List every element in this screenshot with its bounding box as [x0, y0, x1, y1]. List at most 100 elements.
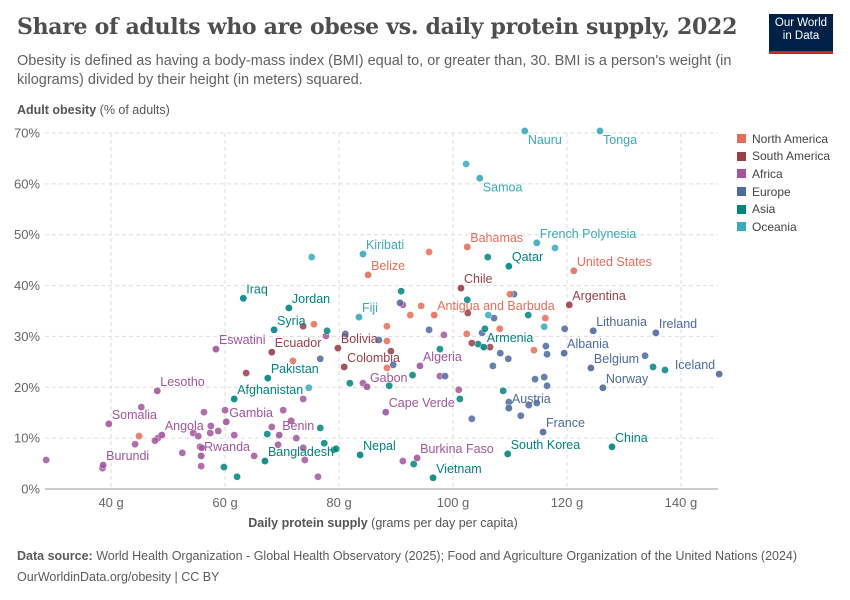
data-point-eswatini[interactable] [212, 345, 220, 353]
data-label: Vietnam [436, 462, 482, 476]
data-point [250, 452, 258, 460]
data-point [214, 427, 223, 435]
owid-logo[interactable]: Our World in Data [769, 14, 833, 54]
data-point [464, 309, 472, 317]
data-point [524, 311, 533, 319]
data-point-cape-verde[interactable] [381, 408, 390, 417]
data-point [551, 244, 559, 252]
data-point-jordan[interactable] [285, 304, 293, 312]
data-label: Bahamas [470, 231, 523, 245]
legend-item-europe[interactable]: Europe [737, 183, 830, 201]
data-point-somalia[interactable] [105, 420, 113, 428]
data-point [385, 381, 393, 390]
data-label: Burundi [106, 449, 149, 463]
data-point-fiji[interactable] [355, 313, 363, 321]
data-point [417, 302, 425, 310]
data-point-colombia[interactable] [340, 363, 348, 371]
data-point [299, 444, 307, 452]
data-point-afghanistan[interactable] [230, 395, 238, 403]
data-point [131, 440, 139, 449]
data-point [307, 253, 316, 261]
data-point-bolivia[interactable] [334, 344, 342, 352]
data-point [504, 355, 513, 363]
data-point-lesotho[interactable] [153, 387, 162, 395]
footer-link[interactable]: OurWorldinData.org/obesity | CC BY [17, 570, 220, 584]
data-point [543, 350, 551, 359]
data-label: Nauru [528, 133, 562, 147]
data-point-nepal[interactable] [356, 451, 364, 459]
data-point [409, 460, 418, 468]
data-point [481, 324, 489, 333]
data-point-nauru[interactable] [521, 127, 529, 135]
legend-swatch [737, 151, 746, 161]
x-tick-label: 100 g [437, 495, 470, 510]
chart-subtitle: Obesity is defined as having a body-mass… [17, 53, 732, 88]
data-point [242, 369, 250, 377]
data-point-belgium[interactable] [587, 364, 595, 372]
data-point-bangladesh[interactable] [261, 457, 269, 465]
data-point-norway[interactable] [599, 383, 607, 392]
data-point [178, 449, 187, 457]
data-point-bahamas[interactable] [463, 243, 472, 251]
data-point-armenia[interactable] [479, 343, 488, 351]
data-point-burundi[interactable] [99, 461, 107, 469]
data-point-rwanda[interactable] [197, 452, 205, 460]
data-point-china[interactable] [608, 442, 616, 451]
data-point [332, 445, 340, 453]
y-tick-label: 70% [14, 126, 40, 141]
data-label: Cape Verde [389, 396, 455, 410]
data-point-albania[interactable] [560, 349, 568, 358]
data-point-chile[interactable] [457, 284, 465, 292]
data-point [496, 349, 505, 358]
data-point [425, 248, 433, 256]
data-point-austria[interactable] [505, 404, 513, 412]
data-point-antigua-and-barbuda[interactable] [430, 311, 439, 319]
data-point-pakistan[interactable] [264, 374, 272, 382]
data-label: Colombia [347, 351, 400, 365]
data-point [408, 371, 417, 379]
data-label: Armenia [487, 331, 534, 345]
data-point-tonga[interactable] [596, 127, 604, 135]
legend-swatch [737, 187, 746, 197]
data-point-lithuania[interactable] [589, 327, 598, 335]
data-point-gambia[interactable] [222, 418, 231, 426]
data-point-vietnam[interactable] [429, 474, 437, 482]
data-label: Afghanistan [237, 383, 303, 397]
data-point-benin[interactable] [275, 431, 284, 439]
data-point [495, 324, 504, 333]
legend-item-oceania[interactable]: Oceania [737, 218, 830, 236]
legend-item-south-america[interactable]: South America [737, 148, 830, 166]
data-point-argentina[interactable] [565, 301, 574, 309]
data-point-united-states[interactable] [570, 267, 578, 275]
data-point [468, 339, 476, 347]
data-point-kiribati[interactable] [359, 250, 367, 258]
data-point-qatar[interactable] [505, 262, 513, 271]
data-point [517, 411, 525, 420]
data-label: Ireland [659, 317, 697, 331]
x-tick-label: 80 g [326, 495, 351, 510]
data-point-gabon[interactable] [363, 382, 371, 391]
data-point-belize[interactable] [364, 271, 372, 279]
data-point-iceland[interactable] [715, 370, 723, 378]
data-point-angola[interactable] [158, 431, 166, 439]
data-point [436, 345, 444, 353]
data-point [151, 436, 159, 445]
data-label: Argentina [572, 289, 626, 303]
legend-item-north-america[interactable]: North America [737, 130, 830, 148]
data-point-south-korea[interactable] [503, 450, 512, 458]
data-point [399, 457, 407, 465]
legend-item-africa[interactable]: Africa [737, 165, 830, 183]
legend-item-asia[interactable]: Asia [737, 200, 830, 218]
data-point-french-polynesia[interactable] [532, 239, 541, 247]
data-point-iraq[interactable] [239, 294, 248, 303]
data-point [463, 296, 472, 304]
data-point-samoa[interactable] [476, 174, 484, 183]
legend-label: South America [752, 149, 831, 164]
data-point-france[interactable] [539, 428, 547, 436]
data-point-algeria[interactable] [416, 362, 424, 370]
data-point-syria[interactable] [270, 326, 278, 334]
data-point-burkina-faso[interactable] [413, 454, 421, 462]
data-point-ecuador[interactable] [268, 348, 276, 356]
data-point-ireland[interactable] [652, 329, 660, 337]
data-point [425, 326, 433, 334]
